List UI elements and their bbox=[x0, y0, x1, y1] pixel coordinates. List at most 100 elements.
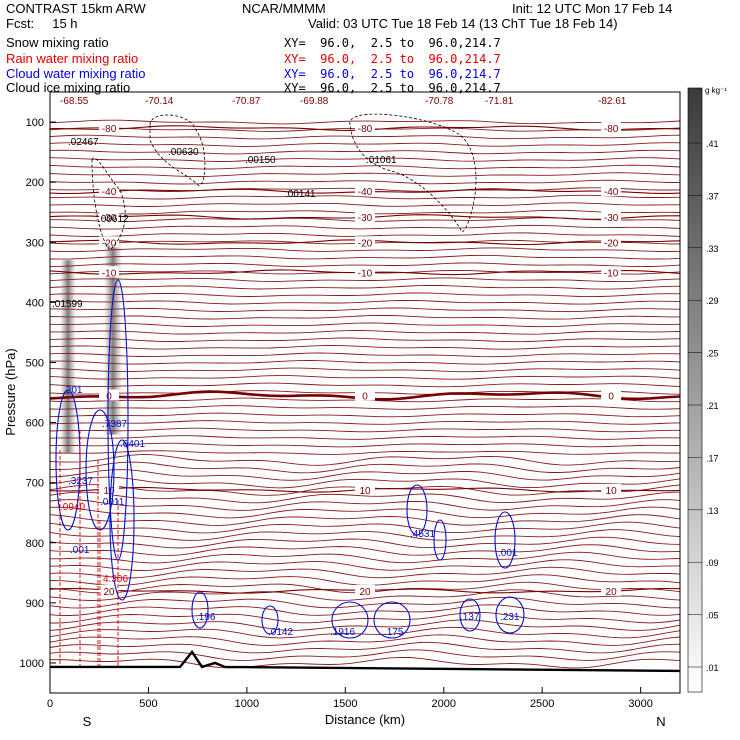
contour-label-bg bbox=[601, 389, 622, 401]
top-temperature-value: -70.78 bbox=[425, 96, 454, 107]
temperature-contour-line bbox=[49, 149, 681, 155]
temperature-contour-line bbox=[49, 134, 681, 140]
contour-label-bg bbox=[601, 266, 622, 278]
colorbar bbox=[687, 87, 703, 693]
y-tick-label: 500 bbox=[26, 357, 44, 369]
valid-time: Valid: 03 UTC Tue 18 Feb 14 (13 ChT Tue … bbox=[308, 16, 618, 31]
end-label-north: N bbox=[656, 714, 665, 729]
contour-label-bg bbox=[355, 266, 375, 278]
temperature-contour-label: -20 bbox=[102, 238, 117, 249]
cloud-water-contour bbox=[261, 605, 279, 635]
cloud-ice-max-label: .00630 bbox=[168, 147, 199, 158]
x-tick-label: 3000 bbox=[628, 698, 652, 710]
colorbar-tick-label: .37 bbox=[706, 191, 719, 201]
field-label-cloud-water: Cloud water mixing ratio bbox=[6, 66, 146, 81]
snow-shading bbox=[60, 260, 76, 453]
temperature-contour-label: 0 bbox=[106, 392, 112, 403]
contour-label-bg bbox=[601, 122, 622, 134]
temperature-contour-label: -30 bbox=[604, 213, 619, 224]
temperature-contour-line bbox=[49, 491, 681, 504]
y-tick-label: 1000 bbox=[20, 658, 44, 670]
terrain-surface bbox=[50, 649, 681, 673]
cloud-ice-contour bbox=[349, 113, 477, 233]
temperature-contour-line bbox=[49, 284, 681, 290]
contour-label-bg bbox=[99, 584, 120, 596]
x-tick-label: 1000 bbox=[235, 698, 259, 710]
temperature-contour-line bbox=[49, 142, 681, 147]
contour-label-bg bbox=[601, 483, 622, 495]
contour-label-bg bbox=[601, 185, 622, 197]
temperature-contour-line bbox=[49, 476, 681, 489]
x-axis-label: Distance (km) bbox=[325, 712, 405, 727]
temperature-contour-line bbox=[49, 119, 681, 125]
center-label: NCAR/MMMM bbox=[242, 1, 326, 16]
temperature-contour-line bbox=[49, 529, 681, 541]
plot-frame bbox=[49, 91, 681, 694]
colorbar-tick-label: .41 bbox=[706, 139, 719, 149]
y-tick-label: 600 bbox=[26, 418, 44, 430]
temperature-contour-label: 10 bbox=[359, 486, 371, 497]
top-temperature-value: -70.14 bbox=[145, 96, 174, 107]
cloud-water-contour bbox=[433, 519, 447, 561]
temperature-contour-line bbox=[49, 367, 681, 373]
temperature-contour-line bbox=[49, 232, 681, 238]
top-temperature-value: -69.88 bbox=[300, 96, 329, 107]
temperature-contour-line bbox=[49, 536, 681, 549]
temperature-contour-line bbox=[49, 514, 681, 526]
cloud-ice-contour bbox=[91, 157, 126, 251]
temperature-contour-line bbox=[49, 337, 681, 343]
temperature-contour-line bbox=[49, 202, 680, 207]
temperature-contour-line bbox=[49, 521, 681, 534]
temperature-contour-line bbox=[49, 345, 681, 350]
temperature-contour-label: 10 bbox=[606, 486, 618, 497]
contour-label-bg bbox=[355, 122, 375, 134]
cloud-ice-max-label: .00150 bbox=[245, 155, 276, 166]
forecast-hour: Fcst: 15 h bbox=[6, 16, 78, 31]
y-tick-label: 900 bbox=[26, 598, 44, 610]
contour-label-bg bbox=[99, 266, 120, 278]
temperature-contour-line bbox=[49, 179, 680, 185]
cloud-water-contour bbox=[373, 601, 411, 639]
top-temperature-value: -70.87 bbox=[232, 96, 261, 107]
temperature-contour-line bbox=[49, 262, 681, 268]
temperature-contour-line bbox=[49, 172, 681, 177]
temperature-contour-line bbox=[49, 649, 681, 661]
cloud-water-contour bbox=[331, 601, 369, 639]
init-time: Init: 12 UTC Mon 17 Feb 14 bbox=[512, 1, 673, 16]
temperature-contour-line bbox=[50, 551, 681, 564]
field-xy-cloud-water: XY= 96.0, 2.5 to 96.0,214.7 bbox=[284, 67, 501, 81]
field-xy-snow: XY= 96.0, 2.5 to 96.0,214.7 bbox=[284, 36, 501, 50]
y-tick-label: 700 bbox=[26, 478, 44, 490]
snow-shading bbox=[104, 236, 122, 435]
colorbar-tick-label: .21 bbox=[706, 401, 719, 411]
temperature-contour-label: -80 bbox=[102, 124, 117, 135]
colorbar-tick-label: .29 bbox=[706, 296, 719, 306]
x-tick-label: 500 bbox=[139, 698, 157, 710]
cloud-water-max-label: .0142 bbox=[268, 627, 293, 638]
field-label-cloud-ice: Cloud ice mixing ratio bbox=[6, 80, 131, 95]
temperature-contour-line bbox=[50, 611, 681, 624]
temperature-contour-line bbox=[50, 330, 681, 335]
cloud-water-max-label: .7387 bbox=[102, 419, 127, 430]
temperature-contour-line bbox=[49, 626, 681, 639]
temperature-contour-label: -40 bbox=[102, 187, 117, 198]
temperature-contour-line bbox=[50, 442, 681, 448]
contour-label-bg bbox=[355, 211, 375, 223]
cloud-ice-max-label: .01061 bbox=[366, 155, 397, 166]
temperature-contour-line bbox=[49, 427, 680, 433]
rain-max-label: 4.306 bbox=[103, 574, 128, 585]
cloud-water-max-label: .001 bbox=[498, 548, 518, 559]
temperature-contour-line bbox=[49, 619, 681, 631]
cloud-water-max-label: .4531 bbox=[410, 529, 435, 540]
temperature-contour-label: -80 bbox=[604, 124, 619, 135]
temperature-contour-line bbox=[49, 469, 681, 481]
cloud-water-max-label: .196 bbox=[196, 612, 216, 623]
temperature-contour-line bbox=[50, 360, 681, 365]
top-temperature-value: -82.61 bbox=[598, 96, 627, 107]
temperature-contour-line bbox=[49, 566, 681, 579]
cloud-water-contour bbox=[494, 511, 516, 569]
temperature-contour-line bbox=[49, 506, 681, 519]
end-label-south: S bbox=[83, 714, 92, 729]
temperature-contour-line bbox=[49, 315, 680, 320]
field-label-snow: Snow mixing ratio bbox=[6, 35, 109, 50]
